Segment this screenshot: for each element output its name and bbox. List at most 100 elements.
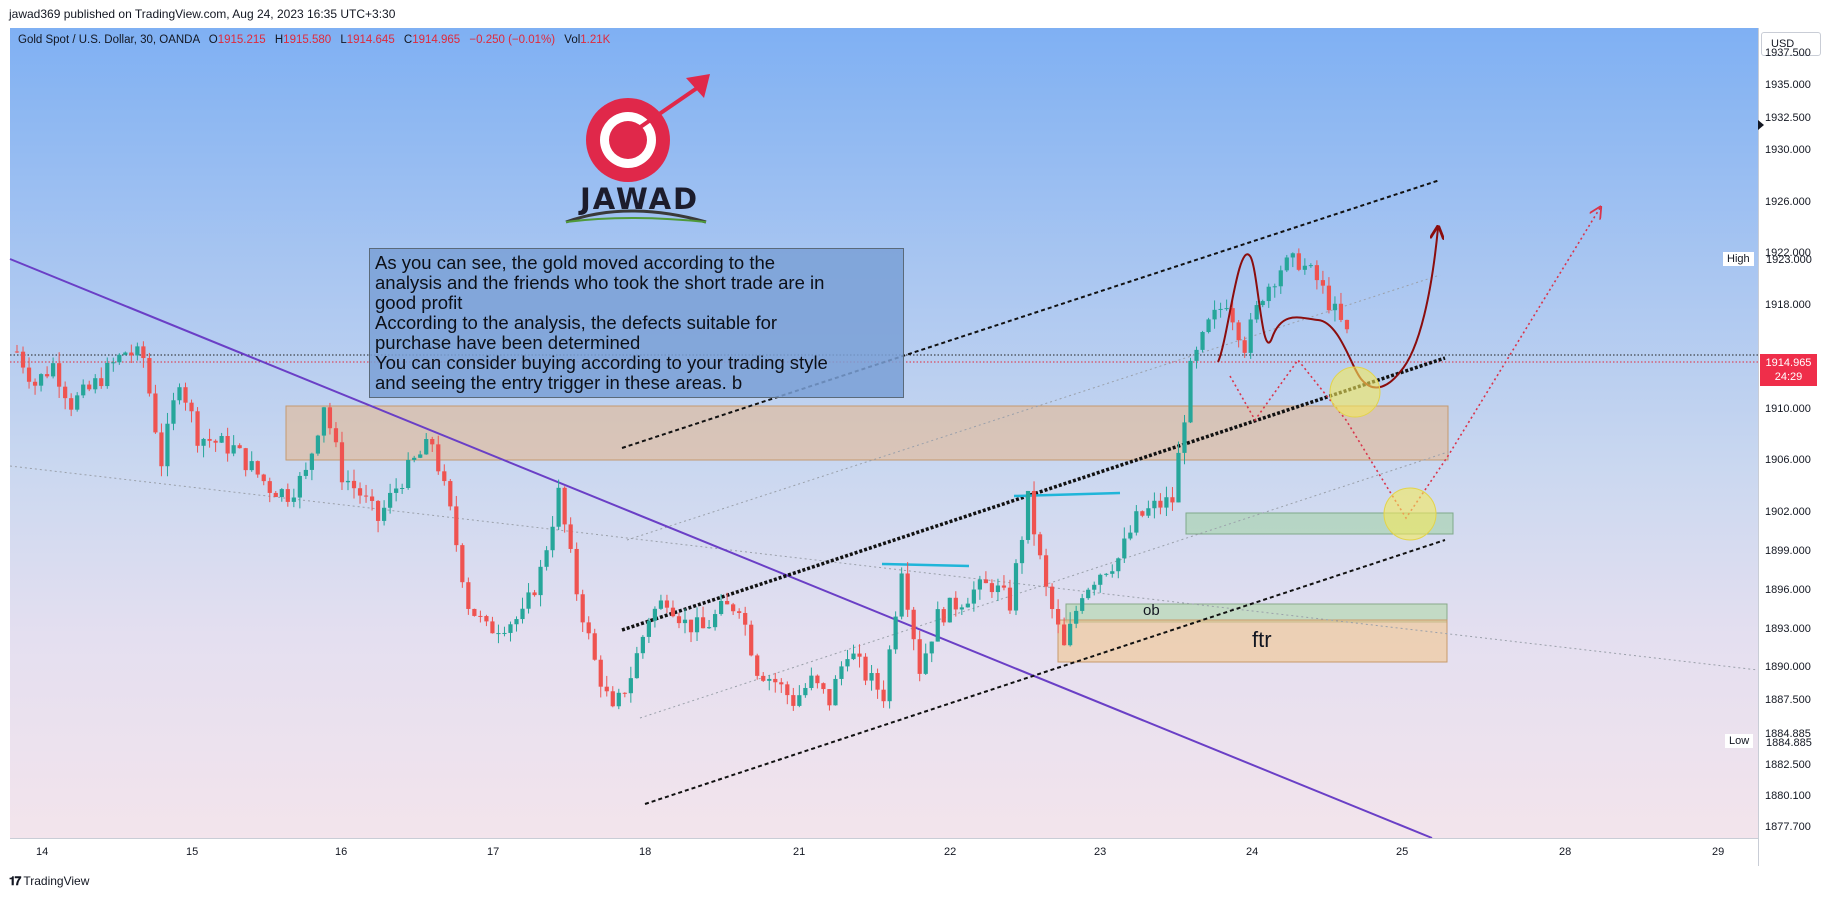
candle-body	[327, 407, 333, 429]
candle-body	[977, 579, 982, 590]
highlight-circle-2[interactable]	[1383, 487, 1437, 541]
price-axis[interactable]	[1758, 28, 1835, 866]
candle-body	[351, 480, 357, 489]
candle-body	[147, 358, 152, 394]
candle-body	[454, 506, 459, 546]
candle-body	[171, 400, 176, 424]
candle-body	[38, 374, 44, 386]
candle-body	[99, 378, 104, 387]
high-value: 1915.580	[283, 34, 332, 46]
candle-body	[93, 378, 98, 390]
candle-body	[345, 480, 351, 483]
descending-trendline[interactable]	[9, 258, 1433, 839]
candle-body	[1302, 265, 1307, 270]
candle-body	[105, 362, 110, 387]
time-tick-label: 25	[1396, 846, 1409, 858]
candle-body	[418, 454, 423, 458]
candle-body	[484, 616, 489, 622]
candle-body	[14, 351, 20, 353]
change-value: −0.250 (−0.01%)	[469, 34, 556, 46]
candle-body	[213, 440, 218, 443]
high-label: H	[274, 34, 284, 46]
candle-body	[1272, 286, 1277, 288]
candle-body	[905, 573, 910, 610]
candle-body	[604, 686, 609, 692]
candle-body	[616, 692, 621, 707]
candle-body	[339, 442, 345, 483]
candle-body	[827, 689, 832, 706]
channel-lower-line[interactable]	[644, 539, 1446, 805]
candle-body	[1260, 301, 1265, 306]
candle-body	[1182, 422, 1187, 453]
price-tick-label: 1880.100	[1765, 789, 1811, 802]
time-tick-label: 23	[1094, 846, 1107, 858]
candle-body	[917, 639, 922, 674]
ftr-zone[interactable]	[1057, 619, 1448, 663]
time-tick-label: 18	[639, 846, 652, 858]
candle-body	[201, 438, 206, 446]
cyan-level-2[interactable]	[1013, 491, 1121, 498]
candle-body	[388, 492, 393, 508]
candle-body	[640, 636, 645, 654]
candle-body	[1013, 563, 1019, 611]
candle-body	[1001, 585, 1007, 588]
projection-dotted-path[interactable]	[1229, 208, 1600, 520]
candle-body	[69, 398, 74, 410]
candle-body	[514, 619, 519, 625]
currency-button[interactable]: USD	[1761, 32, 1821, 56]
highlight-circle-1[interactable]	[1329, 366, 1381, 418]
candle-body	[911, 609, 916, 640]
price-tick-label: 1926.000	[1765, 195, 1811, 208]
candle-body	[628, 678, 633, 694]
price-tick-label: 1887.500	[1765, 693, 1811, 706]
logo-text: JAWAD	[580, 182, 700, 216]
candle-body	[424, 439, 429, 455]
ob-zone[interactable]	[1065, 603, 1448, 623]
published-by-bar: jawad369 published on TradingView.com, A…	[0, 0, 1835, 28]
price-tick-label: 1882.500	[1765, 758, 1811, 771]
price-tick-label: 1906.000	[1765, 454, 1811, 467]
candle-body	[743, 612, 748, 625]
candle-body	[357, 488, 363, 496]
candle-body	[622, 692, 627, 694]
note-line: analysis and the friends who took the sh…	[375, 272, 825, 293]
candle-body	[333, 428, 339, 443]
candle-body	[135, 346, 140, 356]
analysis-note[interactable]: As you can see, the gold moved according…	[369, 248, 904, 398]
price-tick-label: 1877.700	[1765, 820, 1811, 833]
candle-body	[472, 608, 477, 616]
candle-body	[243, 448, 248, 471]
candle-body	[255, 461, 260, 475]
published-text: jawad369 published on TradingView.com, A…	[9, 7, 396, 21]
candle-body	[1188, 360, 1193, 423]
candle-body	[965, 603, 970, 608]
candle-body	[63, 386, 68, 399]
candle-body	[941, 609, 946, 623]
cyan-level-1[interactable]	[881, 562, 970, 568]
candle-body	[959, 607, 964, 610]
candle-body	[1086, 589, 1091, 599]
candle-body	[1049, 586, 1055, 609]
volume-value: 1.21K	[580, 34, 611, 46]
candle-body	[406, 459, 411, 488]
candle-body	[989, 583, 995, 593]
collapse-arrow-icon[interactable]	[1758, 120, 1764, 130]
candle-body	[165, 423, 170, 467]
candle-body	[598, 659, 603, 687]
candle-body	[1320, 280, 1326, 286]
projection-curve[interactable]	[1217, 228, 1438, 389]
candle-body	[1128, 532, 1133, 539]
candle-body	[87, 384, 92, 390]
candle-body	[706, 627, 712, 629]
channel-middle-line[interactable]	[621, 356, 1446, 632]
candle-body	[646, 620, 651, 637]
channel-upper-line[interactable]	[621, 179, 1441, 449]
candle-body	[1290, 253, 1295, 258]
candle-body	[291, 497, 296, 502]
candle-body	[1056, 608, 1061, 625]
candle-body	[436, 444, 441, 472]
candle-body	[869, 673, 874, 681]
candle-body	[207, 438, 212, 441]
time-axis[interactable]	[10, 838, 1758, 867]
